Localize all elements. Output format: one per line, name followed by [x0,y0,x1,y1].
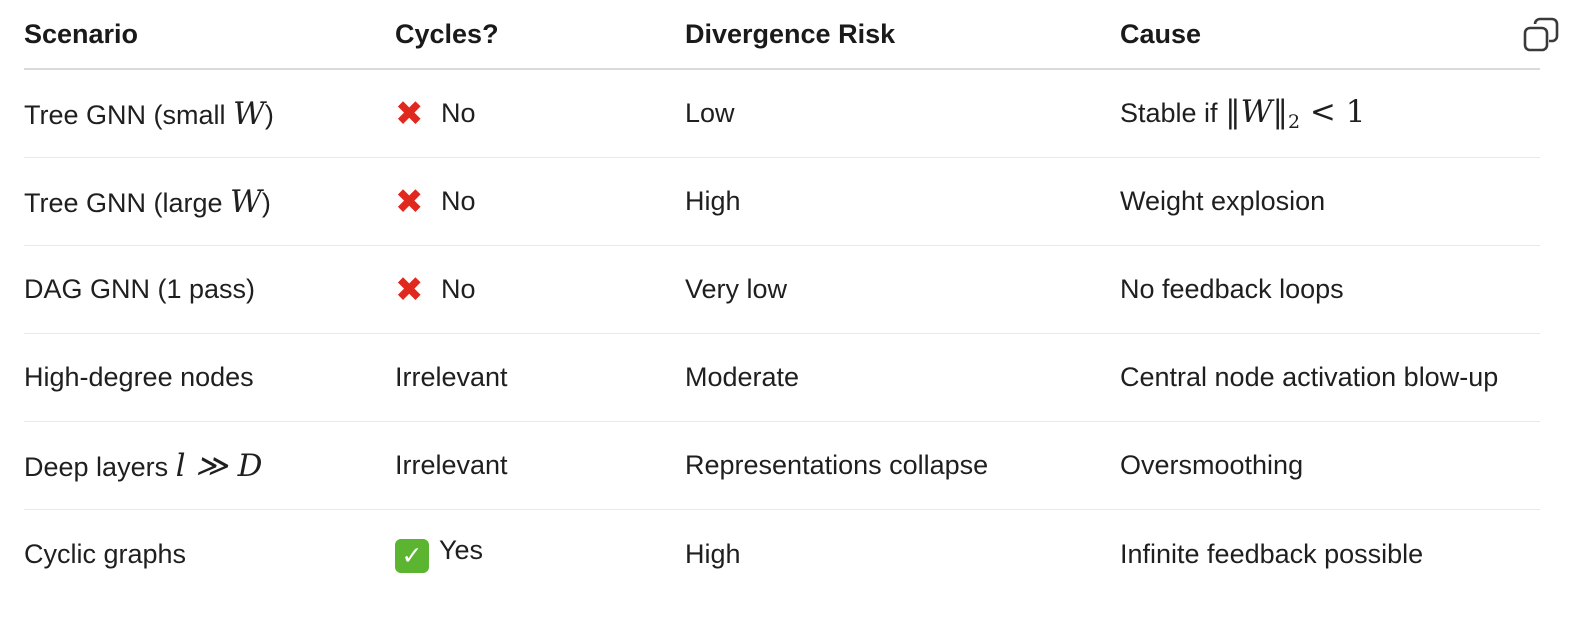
risk-cell: Moderate [685,362,800,392]
scenario-text: Tree GNN (large [24,187,231,218]
header-cycles: Cycles? [395,18,499,49]
table-header-row: Scenario Cycles? Divergence Risk Cause [24,0,1540,70]
cycles-value: No [441,185,476,216]
scenario-suffix: ) [264,99,274,130]
cycles-cell: Irrelevant [395,362,508,392]
table-row: Cyclic graphs ✓ Yes High Infinite feedbac… [24,510,1540,598]
copy-button[interactable] [1522,16,1562,56]
scenario-math: l ≫ D [175,447,263,484]
norm-var: W [1240,94,1273,130]
table-row: High-degree nodes Irrelevant Moderate Ce… [24,334,1540,422]
table-row: Deep layers l ≫ D Irrelevant Representat… [24,422,1540,510]
cross-mark-icon: ✖ [395,93,424,134]
scenario-cell: DAG GNN (1 pass) [24,274,256,304]
norm-subscript: 2 [1287,111,1301,133]
risk-cell: Representations collapse [685,450,989,480]
cycles-value: Yes [439,535,484,565]
comparison-table: Scenario Cycles? Divergence Risk Cause T… [24,0,1540,598]
risk-cell: Very low [685,274,788,304]
cross-mark-icon: ✖ [395,269,424,310]
header-cause: Cause [1120,18,1202,49]
cause-cell: Central node activation blow-up [1120,362,1499,392]
cycles-cell: ✖ No [395,97,685,131]
table-row: Tree GNN (small W) ✖ No Low Stable if ‖W‖… [24,70,1540,158]
scenario-cell: High-degree nodes [24,362,254,392]
check-mark-icon: ✓ [395,539,429,573]
cycles-cell: ✖ No [395,185,685,219]
scenario-text: Tree GNN (small [24,99,234,130]
risk-cell: High [685,538,741,569]
header-scenario: Scenario [24,18,139,49]
copy-icon [1523,17,1559,52]
cause-cell: Infinite feedback possible [1120,538,1424,569]
cycles-cell: ✓ Yes [395,535,685,573]
cause-cell: Oversmoothing [1120,450,1304,480]
cause-math: ‖W‖2 < 1 [1225,94,1366,133]
cause-cell: No feedback loops [1120,274,1344,304]
cycles-cell: Irrelevant [395,450,508,480]
scenario-cell: Tree GNN (large W) [24,184,395,220]
cross-mark-icon: ✖ [395,181,424,222]
norm-close: ‖ [1272,94,1288,130]
scenario-cell: Tree GNN (small W) [24,96,395,132]
header-divergence-risk: Divergence Risk [685,18,896,49]
scenario-math: W [233,95,265,132]
cycles-cell: ✖ No [395,273,685,307]
scenario-cell: Deep layers l ≫ D [24,448,395,484]
risk-cell: Low [685,98,735,128]
table-row: DAG GNN (1 pass) ✖ No Very low No feedbac… [24,246,1540,334]
cause-cell: Weight explosion [1120,186,1326,216]
cycles-value: No [441,273,476,304]
norm-relation: < 1 [1300,94,1366,130]
scenario-text: Deep layers [24,451,176,482]
scenario-suffix: ) [261,187,271,218]
risk-cell: High [685,186,741,216]
cycles-value: No [441,97,476,128]
cause-cell: Stable if ‖W‖2 < 1 [1120,94,1540,133]
scenario-cell: Cyclic graphs [24,538,187,569]
cause-text: Stable if [1120,98,1226,128]
scenario-math: W [230,183,262,220]
norm-open: ‖ [1225,94,1241,130]
table-row: Tree GNN (large W) ✖ No High Weight explo… [24,158,1540,246]
